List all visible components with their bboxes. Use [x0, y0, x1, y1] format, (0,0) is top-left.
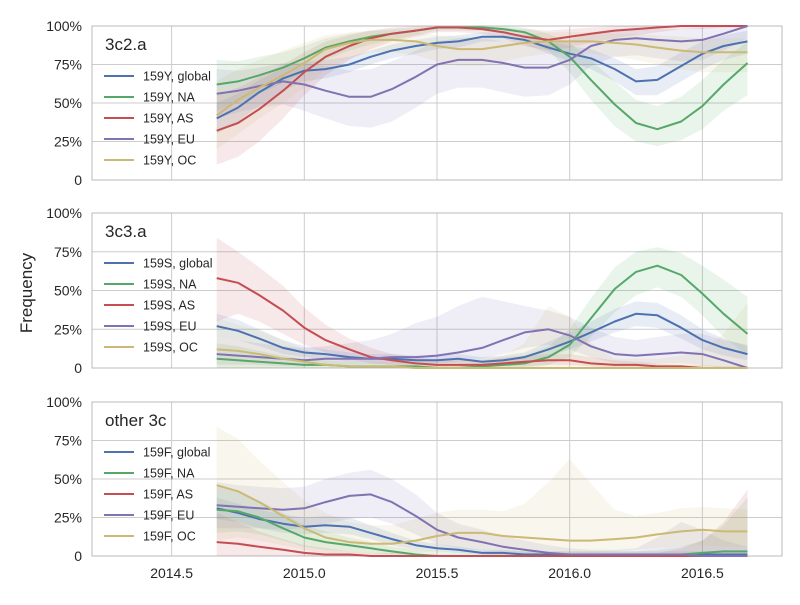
confidence-band-OC [216, 426, 748, 555]
series-line-EU [216, 25, 748, 98]
x-tick-label: 2015.5 [416, 565, 459, 581]
x-tick-label: 2016.5 [681, 565, 724, 581]
y-tick-label: 75% [54, 57, 82, 73]
series-line-OC [216, 348, 748, 369]
series-line-AS [216, 277, 748, 369]
y-tick-label: 25% [54, 321, 82, 337]
y-tick-label: 0 [74, 172, 82, 188]
legend-label: 159Y, EU [143, 133, 195, 147]
confidence-band-AS [216, 489, 748, 556]
series-line-AS [216, 541, 748, 557]
legend-label: 159S, EU [143, 320, 197, 334]
confidence-band-EU [216, 469, 748, 556]
y-tick-label: 50% [54, 95, 82, 111]
legend-label: 159F, NA [143, 467, 195, 481]
y-tick-label: 25% [54, 510, 82, 526]
series-line-NA [216, 264, 749, 369]
series-line-OC [216, 484, 748, 545]
series-line-OC [216, 38, 748, 117]
y-axis-label: Frequency [17, 252, 36, 333]
confidence-band-global [216, 30, 748, 134]
legend-label: 159F, EU [143, 509, 194, 523]
series-line-EU [216, 328, 748, 369]
y-tick-label: 75% [54, 244, 82, 260]
legend-label: 159F, AS [143, 488, 193, 502]
panel-1: 0 25% 50% 75% 100% 3c2.a 159Y, global 159Y, NA 1… [46, 18, 783, 188]
panel-2: 0 25% 50% 75% 100% 3c3.a 159S, global 159S, NA 1… [46, 205, 783, 376]
y-tick-label: 100% [46, 18, 82, 34]
panel-title: 3c2.a [105, 35, 147, 54]
legend-label: 159S, OC [143, 341, 198, 355]
y-tick-label: 75% [54, 433, 82, 449]
series-line-global [216, 35, 748, 120]
axes-frame [91, 25, 783, 181]
panel-3: 0 25% 50% 75% 100% other 3c 159F, global 159F, … [46, 394, 783, 581]
legend-label: 159S, NA [143, 278, 197, 292]
confidence-band-OC [216, 302, 748, 368]
series-line-global [216, 312, 748, 363]
confidence-band-global [216, 301, 748, 365]
confidence-band-OC [216, 30, 748, 150]
legend-label: 159Y, global [143, 70, 211, 84]
confidence-band-global [216, 497, 748, 556]
confidence-band-EU [216, 26, 748, 128]
series-line-EU [216, 493, 748, 557]
legend-label: 159F, OC [143, 530, 196, 544]
x-tick-label: 2014.5 [150, 565, 193, 581]
y-tick-label: 50% [54, 283, 82, 299]
y-tick-label: 50% [54, 471, 82, 487]
legend-label: 159Y, NA [143, 91, 196, 105]
x-tick-label: 2016.0 [548, 565, 591, 581]
series-line-AS [216, 25, 748, 132]
y-tick-label: 100% [46, 394, 82, 410]
y-tick-label: 100% [46, 205, 82, 221]
confidence-band-NA [216, 26, 748, 147]
confidence-band-NA [216, 247, 748, 368]
legend-label: 159S, global [143, 257, 213, 271]
panel-title: 3c3.a [105, 222, 147, 241]
legend-label: 159S, AS [143, 299, 195, 313]
y-tick-label: 0 [74, 360, 82, 376]
confidence-band-NA [216, 485, 748, 556]
y-tick-label: 25% [54, 134, 82, 150]
legend-label: 159Y, OC [143, 154, 196, 168]
legend-label: 159F, global [143, 446, 210, 460]
series-line-NA [216, 26, 749, 131]
legend-label: 159Y, AS [143, 112, 194, 126]
x-tick-label: 2015.0 [283, 565, 326, 581]
y-tick-label: 0 [74, 548, 82, 564]
panel-title: other 3c [105, 411, 167, 430]
